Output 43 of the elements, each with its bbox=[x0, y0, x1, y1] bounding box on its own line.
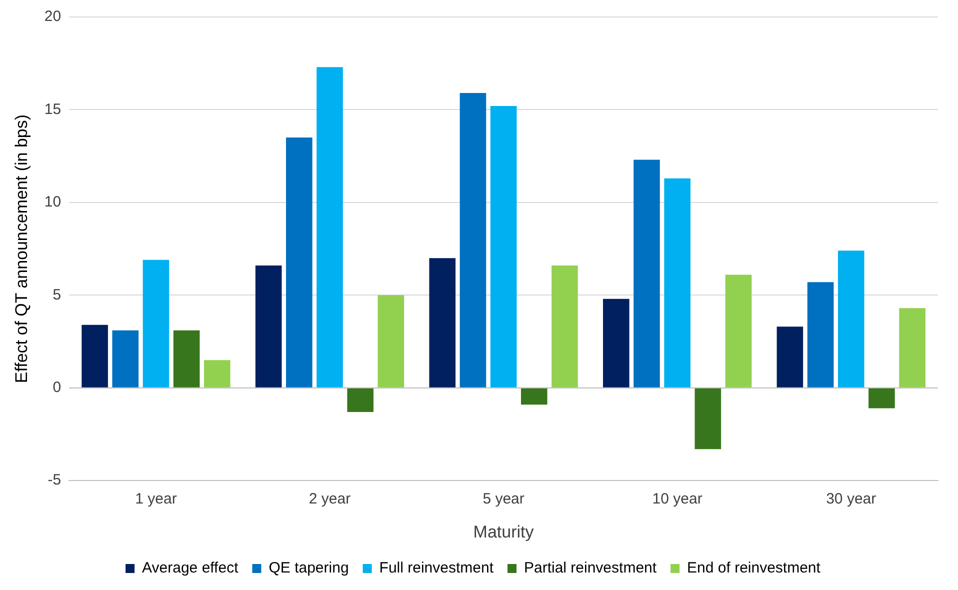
x-tick-label: 5 year bbox=[482, 490, 524, 508]
x-tick-label: 2 year bbox=[308, 490, 351, 508]
x-tick-label: 30 year bbox=[826, 490, 876, 508]
y-tick-label: 5 bbox=[52, 286, 62, 304]
bar bbox=[664, 178, 690, 388]
bar bbox=[490, 106, 517, 388]
x-axis-title: Maturity bbox=[473, 522, 534, 542]
y-tick-label: -5 bbox=[48, 472, 62, 489]
bar bbox=[520, 388, 548, 405]
bar bbox=[899, 308, 926, 388]
legend-label: End of reinvestment bbox=[687, 560, 822, 577]
y-tick-label: 0 bbox=[52, 379, 62, 396]
legend-label: Average effect bbox=[142, 560, 240, 577]
bar bbox=[603, 298, 630, 388]
x-tick-label: 10 year bbox=[652, 490, 702, 508]
bar bbox=[316, 67, 343, 388]
bar bbox=[204, 360, 230, 388]
bar bbox=[725, 274, 752, 388]
bar bbox=[347, 388, 374, 412]
legend-label: QE tapering bbox=[268, 560, 349, 577]
bar bbox=[378, 295, 404, 388]
legend-label: Full reinvestment bbox=[379, 560, 494, 577]
bar bbox=[694, 388, 722, 450]
y-tick-label: 15 bbox=[44, 100, 62, 118]
bar bbox=[552, 265, 578, 388]
bar bbox=[634, 160, 660, 388]
bar bbox=[868, 388, 895, 408]
bar bbox=[286, 138, 312, 388]
x-tick-label: 1 year bbox=[135, 490, 177, 508]
bar bbox=[429, 258, 456, 388]
bar bbox=[112, 330, 139, 388]
bar bbox=[82, 324, 108, 388]
y-tick-label: 20 bbox=[44, 8, 62, 26]
bar bbox=[142, 260, 170, 388]
bar bbox=[776, 326, 804, 388]
bar bbox=[255, 265, 282, 388]
bar bbox=[838, 250, 864, 388]
y-tick-label: 10 bbox=[44, 194, 62, 211]
bar bbox=[460, 93, 486, 388]
y-axis-title: Effect of QT announcement (in bps) bbox=[12, 114, 31, 384]
legend-label: Partial reinvestment bbox=[524, 560, 658, 577]
bar bbox=[173, 330, 200, 388]
bar bbox=[807, 282, 834, 388]
